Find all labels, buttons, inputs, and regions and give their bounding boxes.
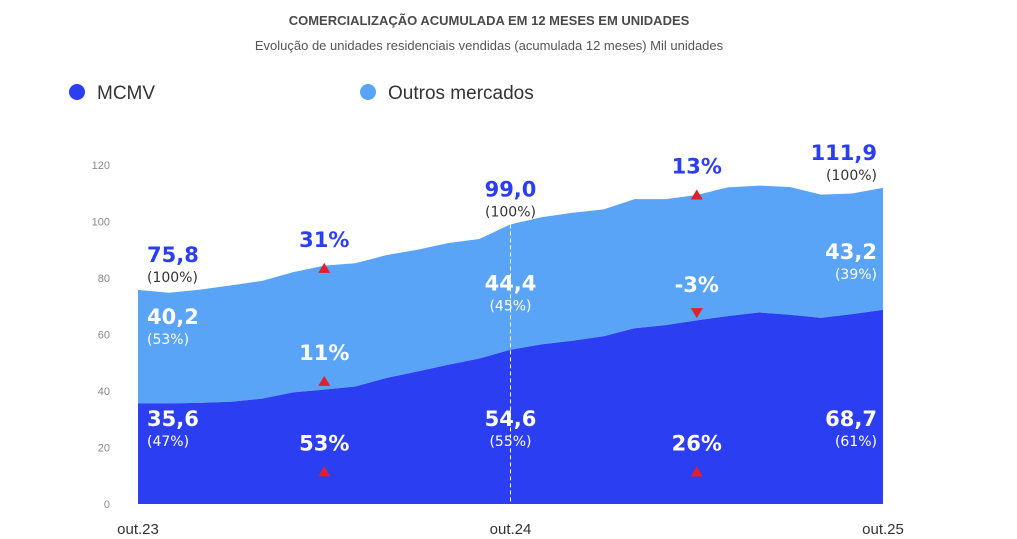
label-outros-oct23: 40,2 <box>147 305 199 329</box>
chart-title: COMERCIALIZAÇÃO ACUMULADA EM 12 MESES EM… <box>289 13 690 28</box>
growth-label-growth-outros-1: 11% <box>299 341 349 365</box>
arrow-up-icon <box>318 375 331 386</box>
y-axis: 0 20 40 60 80 100 120 <box>92 160 110 511</box>
y-tick-label: 20 <box>98 443 110 455</box>
y-tick-label: 80 <box>98 273 110 285</box>
x-tick-label: out.24 <box>490 521 532 538</box>
y-tick-label: 0 <box>104 499 110 511</box>
label-outros-oct24: 44,4 <box>485 271 537 295</box>
label-pct-outros-oct24: (45%) <box>489 298 531 314</box>
label-mcmv-oct24: 54,6 <box>485 407 537 431</box>
legend-label-mcmv: MCMV <box>97 83 155 104</box>
legend-marker-mcmv <box>69 84 85 100</box>
x-axis: out.23 out.24 out.25 <box>117 521 904 538</box>
label-pct-mcmv-oct23: (47%) <box>147 434 189 450</box>
arrow-down-icon <box>690 308 703 319</box>
label-total-oct23: 75,8 <box>147 243 199 267</box>
label-total-oct24: 99,0 <box>485 177 537 201</box>
label-pct-mcmv-oct24: (55%) <box>489 434 531 450</box>
growth-label-growth-total-2: 13% <box>672 154 722 178</box>
y-tick-label: 120 <box>92 160 110 172</box>
y-tick-label: 100 <box>92 217 110 229</box>
legend: MCMV Outros mercados <box>69 83 534 104</box>
label-pct-total-oct25: (100%) <box>826 168 877 184</box>
growth-label-growth-mcmv-2: 26% <box>672 431 722 455</box>
arrow-up-icon <box>318 262 331 273</box>
data-labels: 75,8 (100%) 99,0 (100%) 111,9 (100%) 40,2 (53%)… <box>147 141 877 477</box>
arrow-up-icon <box>318 466 331 477</box>
label-pct-outros-oct23: (53%) <box>147 332 189 348</box>
label-pct-total-oct23: (100%) <box>147 270 198 286</box>
growth-label-growth-mcmv-1: 53% <box>299 431 349 455</box>
arrow-up-icon <box>690 466 703 477</box>
growth-label-growth-total-1: 31% <box>299 228 349 252</box>
label-mcmv-oct25: 68,7 <box>825 407 877 431</box>
plot-areas <box>138 185 883 504</box>
y-tick-label: 40 <box>98 386 110 398</box>
label-outros-oct25: 43,2 <box>825 240 877 264</box>
growth-label-growth-outros-2: -3% <box>675 273 719 297</box>
chart-subtitle: Evolução de unidades residenciais vendid… <box>255 38 724 53</box>
x-tick-label: out.25 <box>862 521 904 538</box>
label-pct-total-oct24: (100%) <box>485 204 536 220</box>
arrow-up-icon <box>690 189 703 200</box>
legend-label-outros: Outros mercados <box>388 83 534 104</box>
x-tick-label: out.23 <box>117 521 159 538</box>
y-tick-label: 60 <box>98 330 110 342</box>
label-total-oct25: 111,9 <box>811 141 877 165</box>
label-pct-mcmv-oct25: (61%) <box>835 434 877 450</box>
legend-marker-outros <box>360 84 376 100</box>
label-mcmv-oct23: 35,6 <box>147 407 199 431</box>
label-pct-outros-oct25: (39%) <box>835 267 877 283</box>
